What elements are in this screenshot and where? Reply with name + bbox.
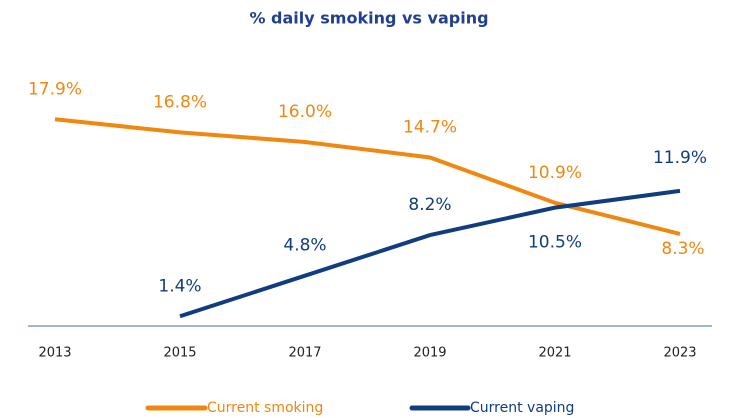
data-label: 10.9%	[528, 163, 582, 183]
x-tick-label: 2017	[288, 346, 321, 361]
x-tick-label: 2023	[663, 346, 696, 361]
x-tick-label: 2021	[538, 346, 571, 361]
x-tick-label: 2013	[38, 346, 71, 361]
data-label: 16.0%	[278, 102, 332, 122]
data-label: 17.9%	[28, 79, 82, 99]
data-label: 16.8%	[153, 92, 207, 112]
series-line	[54, 117, 681, 236]
data-label: 8.2%	[408, 195, 451, 215]
chart-title: % daily smoking vs vaping	[249, 9, 488, 28]
x-tick-label: 2019	[413, 346, 446, 361]
x-tick-label: 2015	[163, 346, 196, 361]
data-label: 1.4%	[158, 276, 201, 296]
legend-label: Current smoking	[207, 400, 323, 416]
data-label: 4.8%	[283, 236, 326, 256]
legend-label: Current vaping	[470, 400, 574, 416]
data-label: 11.9%	[653, 148, 707, 168]
series-line	[179, 188, 681, 319]
data-label: 14.7%	[403, 117, 457, 137]
data-label: 10.5%	[528, 233, 582, 253]
data-label: 8.3%	[661, 239, 704, 259]
